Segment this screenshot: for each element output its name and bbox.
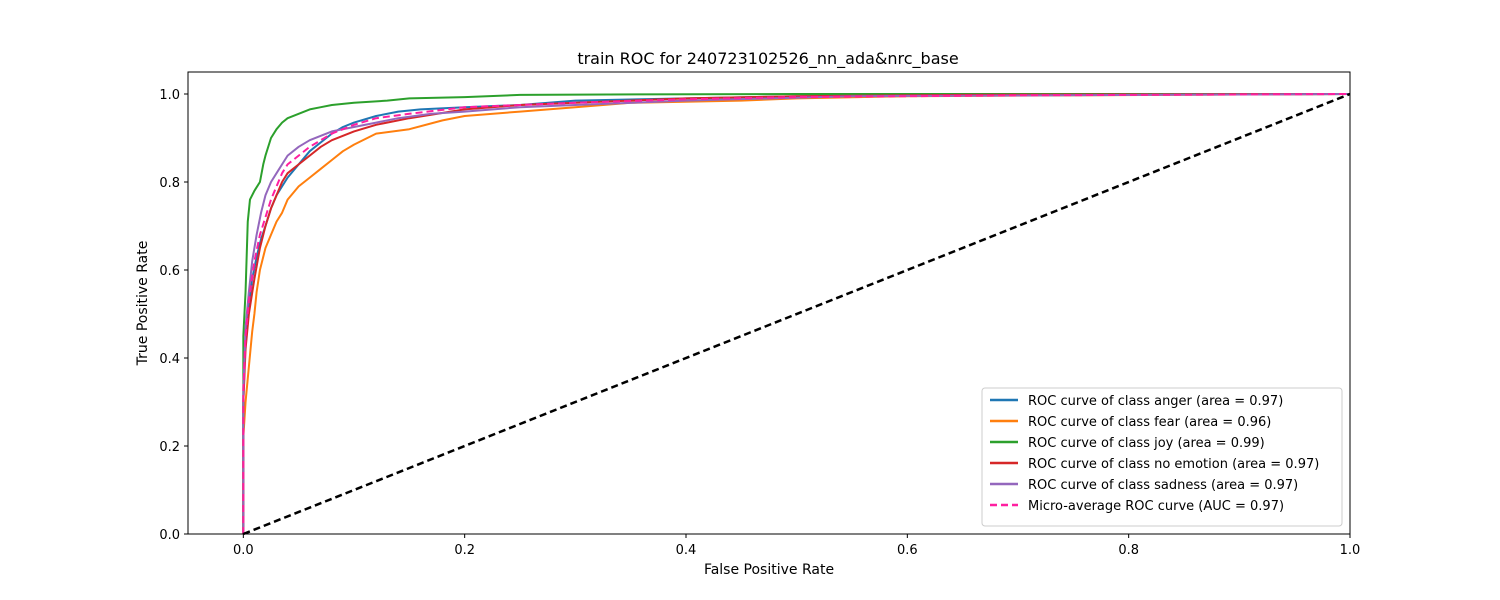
series-line-5: [242, 93, 1351, 534]
chance-diagonal-line: [242, 92, 1351, 536]
y-tick-label: 0.8: [159, 176, 180, 191]
y-tick-label: 0.6: [159, 264, 180, 279]
roc-curves: [242, 92, 1351, 536]
y-tick-label: 0.2: [159, 440, 180, 455]
x-tick-label: 1.0: [1340, 543, 1361, 558]
series-line-1: [242, 93, 1351, 534]
legend-entry-label: ROC curve of class sadness (area = 0.97): [1028, 478, 1298, 493]
x-tick-label: 0.4: [676, 543, 697, 558]
chart-title: train ROC for 240723102526_nn_ada&nrc_ba…: [577, 49, 958, 69]
series-line-2: [242, 93, 1350, 534]
y-tick-label: 1.0: [159, 88, 180, 103]
x-axis-ticks: 0.0 0.2 0.4 0.6 0.8 1.0: [233, 534, 1360, 558]
legend-box: [981, 387, 1343, 527]
legend: ROC curve of class anger (area = 0.97) RO…: [981, 387, 1343, 527]
x-tick-label: 0.6: [897, 543, 918, 558]
y-tick-label: 0.0: [159, 528, 180, 543]
legend-entry-label: ROC curve of class anger (area = 0.97): [1028, 394, 1283, 409]
x-tick-label: 0.0: [233, 543, 254, 558]
legend-entry-label: Micro-average ROC curve (AUC = 0.97): [1028, 499, 1284, 514]
series-line-4: [242, 93, 1351, 534]
x-tick-label: 0.8: [1118, 543, 1139, 558]
y-tick-label: 0.4: [159, 352, 180, 367]
series-line-3: [242, 93, 1351, 534]
legend-entry-label: ROC curve of class joy (area = 0.99): [1028, 436, 1265, 451]
x-tick-label: 0.2: [454, 543, 475, 558]
y-axis-ticks: 0.0 0.2 0.4 0.6 0.8 1.0: [159, 88, 188, 543]
legend-entry-label: ROC curve of class no emotion (area = 0.…: [1028, 457, 1319, 472]
y-axis-label: True Positive Rate: [135, 241, 151, 367]
x-axis-label: False Positive Rate: [704, 562, 834, 578]
legend-entry-label: ROC curve of class fear (area = 0.96): [1028, 415, 1271, 430]
axes-frame: [187, 71, 1351, 535]
